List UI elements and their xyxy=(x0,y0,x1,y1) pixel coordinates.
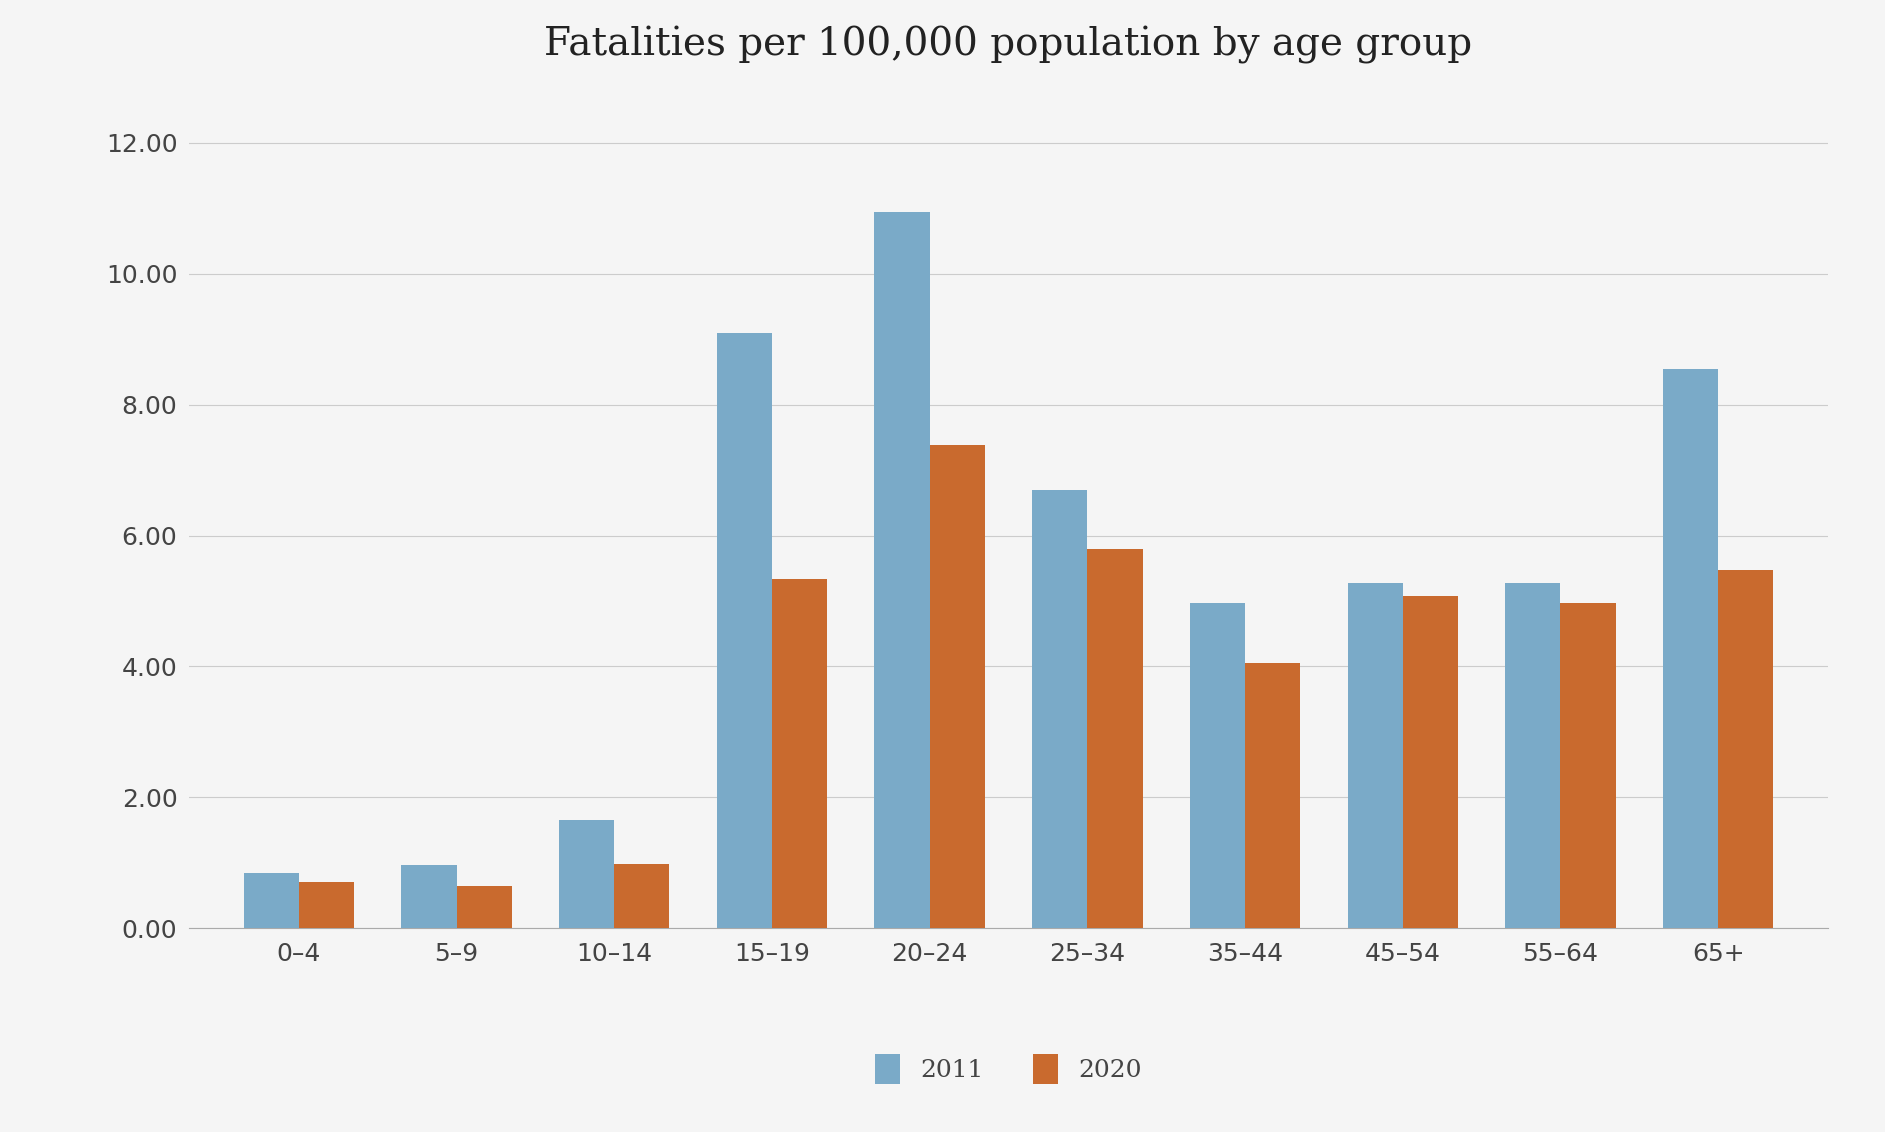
Bar xyxy=(1402,595,1457,928)
Title: Fatalities per 100,000 population by age group: Fatalities per 100,000 population by age… xyxy=(545,26,1472,65)
Bar xyxy=(1561,603,1615,928)
Bar xyxy=(929,445,984,928)
Bar xyxy=(300,883,354,928)
Bar xyxy=(1088,549,1142,928)
Bar xyxy=(773,580,828,928)
Bar xyxy=(402,865,456,928)
Bar xyxy=(1506,583,1561,928)
Legend: 2011, 2020: 2011, 2020 xyxy=(863,1041,1154,1097)
Bar xyxy=(1189,603,1244,928)
Bar xyxy=(1663,369,1717,928)
Bar xyxy=(560,821,615,928)
Bar xyxy=(875,212,929,928)
Bar xyxy=(243,873,300,928)
Bar xyxy=(1244,663,1301,928)
Bar xyxy=(1717,571,1774,928)
Bar xyxy=(456,885,511,928)
Bar xyxy=(615,864,669,928)
Bar xyxy=(1348,583,1402,928)
Bar xyxy=(716,333,773,928)
Bar xyxy=(1033,490,1088,928)
